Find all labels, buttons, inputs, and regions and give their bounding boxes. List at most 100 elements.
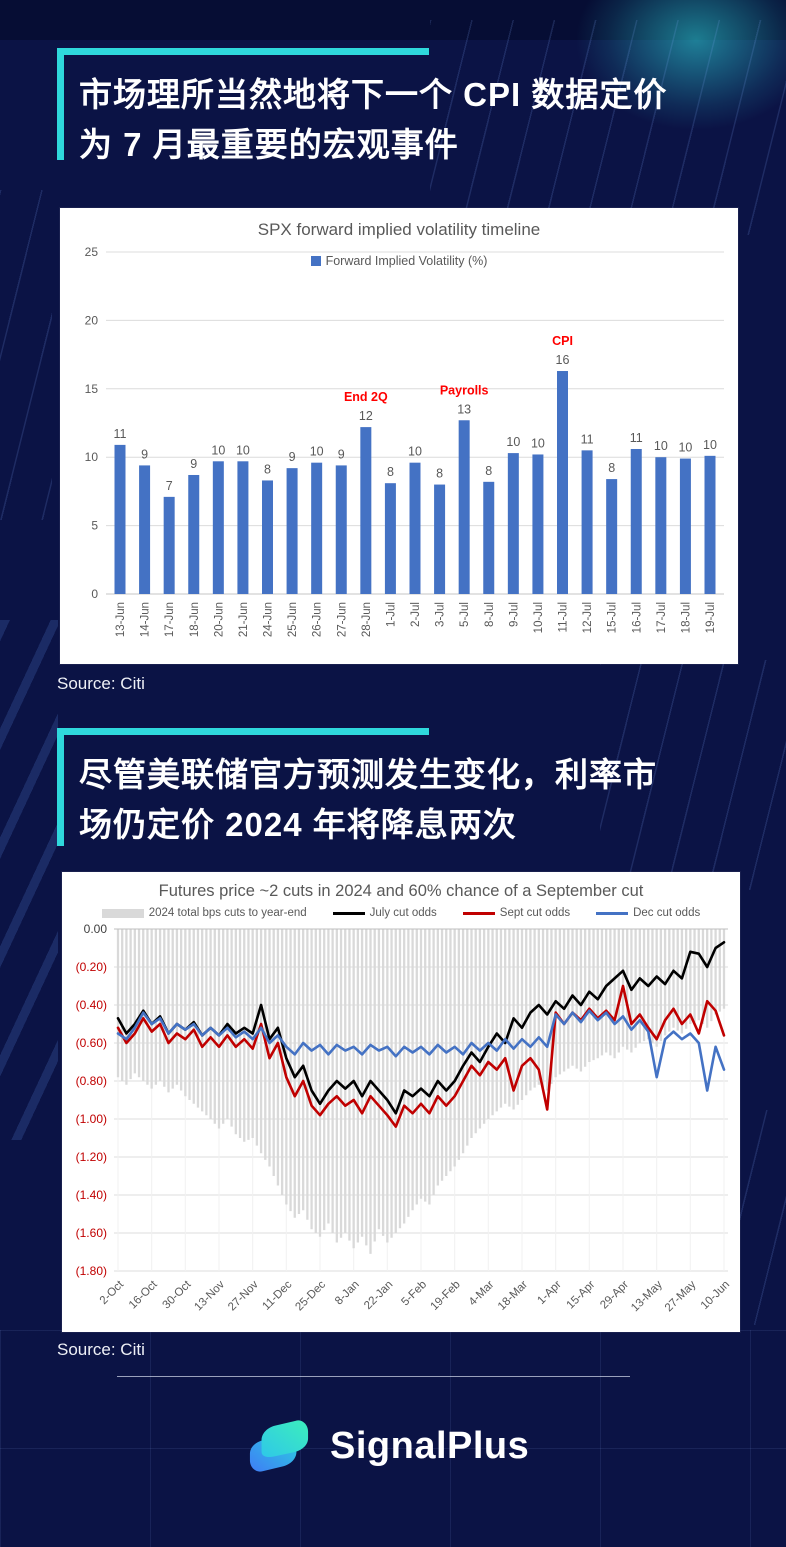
svg-text:12-Jul: 12-Jul (582, 602, 594, 633)
legend-label-dec-odds: Dec cut odds (633, 907, 701, 919)
svg-text:19-Jul: 19-Jul (705, 602, 717, 633)
headline-1-text: 市场理所当然地将下一个 CPI 数据定价 为 7 月最重要的宏观事件 (57, 48, 757, 170)
svg-text:10: 10 (678, 441, 692, 455)
svg-text:27-Jun: 27-Jun (336, 602, 348, 637)
svg-text:(0.20): (0.20) (76, 960, 107, 974)
headline-block-2: 尽管美联储官方预测发生变化，利率市 场仍定价 2024 年将降息两次 (57, 728, 757, 850)
spx-vol-bar-chart: 0 5 10 15 20 25 11 13-Jun 9 14-Jun 7 17-Jun 9 18-Jun 1… (85, 245, 724, 637)
legend-label-sept-odds: Sept cut odds (499, 907, 571, 919)
svg-text:(1.00): (1.00) (76, 1112, 107, 1126)
svg-text:4-Mar: 4-Mar (467, 1279, 497, 1309)
headline-1-line-2: 为 7 月最重要的宏观事件 (79, 126, 459, 163)
svg-text:5: 5 (91, 519, 98, 533)
svg-text:9-Jul: 9-Jul (508, 602, 520, 627)
svg-text:11-Jul: 11-Jul (558, 602, 570, 632)
svg-text:8: 8 (485, 464, 492, 478)
svg-text:10: 10 (310, 445, 324, 459)
svg-text:15: 15 (85, 382, 99, 396)
svg-text:22-Jan: 22-Jan (362, 1279, 395, 1312)
svg-text:25: 25 (85, 245, 99, 259)
svg-text:CPI: CPI (552, 334, 573, 348)
svg-text:9: 9 (141, 447, 148, 461)
svg-text:14-Jun: 14-Jun (140, 602, 152, 637)
svg-text:(0.80): (0.80) (76, 1074, 107, 1088)
svg-text:(0.40): (0.40) (76, 998, 107, 1012)
svg-text:0.00: 0.00 (84, 922, 108, 936)
svg-text:30-Oct: 30-Oct (161, 1278, 194, 1311)
svg-text:27-Nov: 27-Nov (226, 1278, 261, 1313)
svg-text:18-Jul: 18-Jul (680, 602, 692, 633)
svg-text:9: 9 (289, 450, 296, 464)
headline-1-line-1: 市场理所当然地将下一个 CPI 数据定价 (79, 76, 668, 113)
svg-text:16: 16 (556, 353, 570, 367)
footer-divider (117, 1376, 630, 1377)
svg-text:5-Jul: 5-Jul (459, 602, 471, 627)
svg-text:10: 10 (408, 445, 422, 459)
svg-text:8-Jul: 8-Jul (484, 602, 496, 627)
svg-text:10-Jun: 10-Jun (699, 1279, 732, 1312)
svg-text:(1.40): (1.40) (76, 1188, 107, 1202)
legend-item-dec-odds: Dec cut odds (596, 907, 700, 919)
legend-item-july-odds: July cut odds (332, 907, 437, 919)
svg-text:20: 20 (85, 313, 99, 327)
headline-2-line-1: 尽管美联储官方预测发生变化，利率市 (79, 756, 657, 793)
spx-vol-legend: Forward Implied Volatility (%) (60, 254, 738, 268)
rate-cuts-line-chart: 0.00 (0.20) (0.40) (0.60) (0.80) (1.00) (1.20)… (76, 922, 732, 1314)
svg-text:8: 8 (436, 467, 443, 481)
svg-text:8-Jan: 8-Jan (333, 1279, 362, 1308)
svg-text:20-Jun: 20-Jun (213, 602, 225, 637)
headline-block-1: 市场理所当然地将下一个 CPI 数据定价 为 7 月最重要的宏观事件 (57, 48, 757, 170)
svg-text:0: 0 (91, 587, 98, 601)
legend-swatch-sept-odds (462, 911, 495, 915)
headline-2-line-2: 场仍定价 2024 年将降息两次 (79, 806, 517, 843)
svg-text:17-Jul: 17-Jul (656, 602, 668, 633)
signalplus-logo-mark (249, 1420, 309, 1472)
svg-text:17-Jun: 17-Jun (164, 602, 176, 637)
chart-card-spx-vol: SPX forward implied volatility timeline … (60, 208, 738, 664)
spx-vol-legend-label: Forward Implied Volatility (%) (325, 254, 488, 268)
legend-label-total-bps: 2024 total bps cuts to year-end (148, 907, 307, 919)
svg-text:End 2Q: End 2Q (344, 390, 388, 404)
headline-accent-left-bar (57, 728, 64, 846)
svg-text:10: 10 (236, 443, 250, 457)
svg-text:10: 10 (85, 450, 99, 464)
legend-label-july-odds: July cut odds (369, 907, 437, 919)
svg-text:28-Jun: 28-Jun (361, 602, 373, 637)
svg-text:13-Nov: 13-Nov (192, 1278, 227, 1313)
svg-text:18-Mar: 18-Mar (496, 1279, 530, 1313)
svg-text:21-Jun: 21-Jun (238, 602, 250, 637)
background-top-strip (0, 0, 786, 40)
svg-text:19-Feb: 19-Feb (429, 1279, 463, 1313)
svg-text:11-Dec: 11-Dec (260, 1278, 294, 1312)
svg-text:13-May: 13-May (629, 1278, 665, 1314)
source-label-1: Source: Citi (57, 674, 145, 693)
svg-text:26-Jun: 26-Jun (312, 602, 324, 637)
legend-swatch-dec-odds (596, 911, 629, 915)
svg-text:9: 9 (338, 447, 345, 461)
spx-vol-chart-title: SPX forward implied volatility timeline (257, 220, 541, 239)
background-diagonal-pattern (0, 190, 52, 520)
svg-text:(0.60): (0.60) (76, 1036, 107, 1050)
svg-text:24-Jun: 24-Jun (263, 602, 275, 637)
svg-text:8: 8 (387, 465, 394, 479)
headline-2-text: 尽管美联储官方预测发生变化，利率市 场仍定价 2024 年将降息两次 (57, 728, 757, 850)
svg-text:10: 10 (506, 435, 520, 449)
svg-text:25-Jun: 25-Jun (287, 602, 299, 637)
legend-item-sept-odds: Sept cut odds (462, 907, 571, 919)
svg-text:15-Jul: 15-Jul (607, 602, 619, 633)
legend-swatch-total-bps (101, 908, 144, 918)
svg-text:1-Jul: 1-Jul (385, 602, 397, 627)
svg-text:11: 11 (630, 431, 643, 445)
svg-text:(1.20): (1.20) (76, 1150, 107, 1164)
legend-item-total-bps: 2024 total bps cuts to year-end (101, 907, 307, 919)
svg-text:(1.80): (1.80) (76, 1264, 107, 1278)
svg-text:27-May: 27-May (663, 1278, 699, 1314)
svg-text:5-Feb: 5-Feb (399, 1279, 429, 1309)
svg-text:16-Jul: 16-Jul (631, 602, 643, 633)
svg-text:2-Jul: 2-Jul (410, 602, 422, 627)
svg-text:25-Dec: 25-Dec (293, 1278, 328, 1313)
brand-wordmark: SignalPlus (330, 1424, 530, 1467)
rate-cuts-chart-title: Futures price ~2 cuts in 2024 and 60% ch… (158, 882, 644, 900)
svg-text:18-Jun: 18-Jun (189, 602, 201, 637)
